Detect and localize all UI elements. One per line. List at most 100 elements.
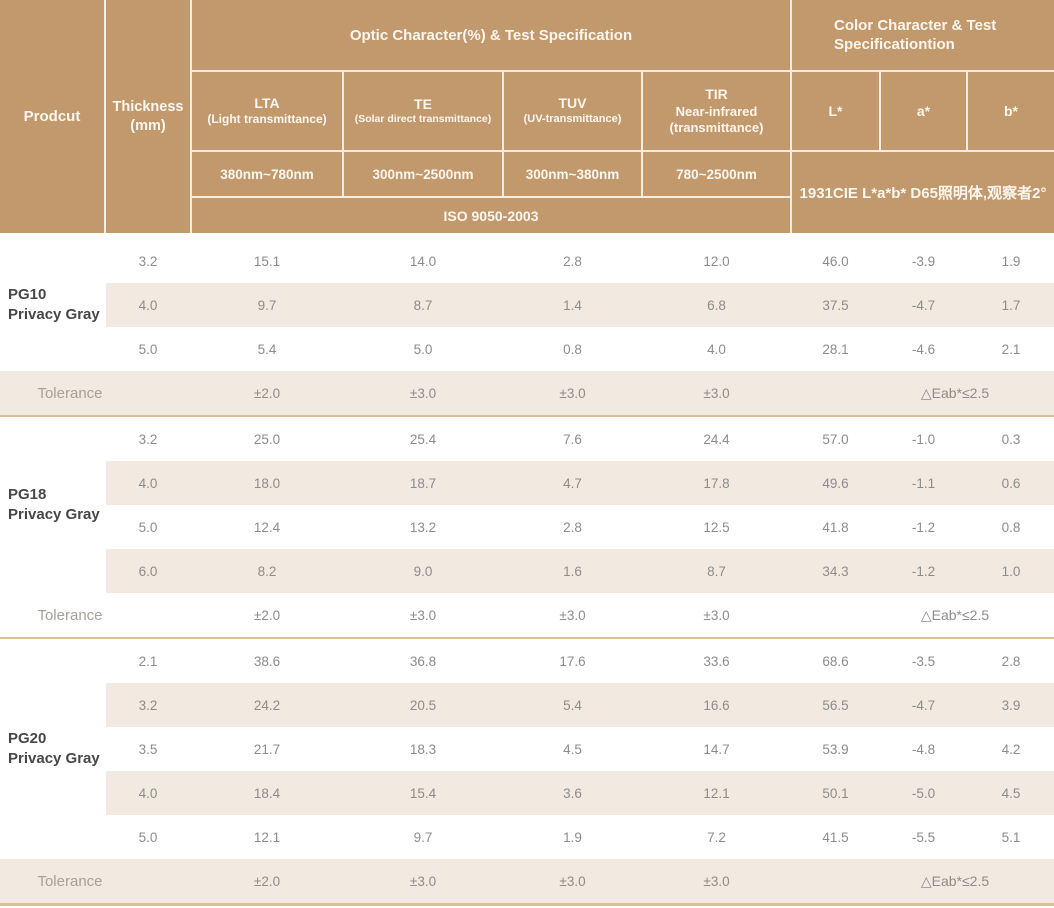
value-cell: 68.6 — [822, 653, 849, 669]
value-cell: 57.0 — [822, 431, 849, 447]
value-cell: 17.8 — [703, 475, 730, 491]
tolerance-value-cell: ±3.0 — [703, 607, 730, 623]
thickness-cell: 5.0 — [138, 519, 158, 535]
value-cell: 1.0 — [1001, 563, 1021, 579]
row-stripe — [106, 771, 1054, 815]
tolerance-value-cell: ±2.0 — [253, 607, 281, 623]
value-cell: 12.4 — [253, 519, 281, 535]
value-cell: -4.8 — [911, 741, 936, 757]
value-cell: 28.1 — [822, 341, 849, 357]
value-cell: 5.4 — [563, 697, 582, 713]
value-cell: -1.0 — [911, 431, 936, 447]
value-cell: 25.0 — [253, 431, 281, 447]
value-cell: 8.2 — [257, 563, 277, 579]
value-cell: 14.0 — [409, 253, 437, 269]
thickness-cell: 4.0 — [138, 475, 158, 491]
tolerance-stripe — [0, 371, 1054, 415]
value-cell: -3.9 — [911, 253, 936, 269]
thickness-cell: 3.2 — [138, 431, 158, 447]
value-cell: 9.0 — [413, 563, 433, 579]
tolerance-label: Tolerance — [37, 872, 103, 890]
product-label: PG20 Privacy Gray — [8, 729, 100, 767]
header-col-lta-subtitle: (Light transmittance) — [207, 112, 327, 127]
value-cell: 24.2 — [253, 697, 281, 713]
value-cell: 8.7 — [707, 563, 726, 579]
value-cell: 1.7 — [1001, 297, 1021, 313]
value-cell: 18.4 — [253, 785, 281, 801]
value-cell: 3.9 — [1001, 697, 1021, 713]
header-col-lta-title: LTA — [254, 94, 280, 111]
row-stripe — [106, 283, 1054, 327]
value-cell: 12.1 — [703, 785, 730, 801]
value-cell: -4.6 — [911, 341, 936, 357]
header-col-te-title: TE — [414, 95, 432, 112]
tolerance-stripe — [0, 859, 1054, 903]
value-cell: 17.6 — [559, 653, 586, 669]
product-group: PG10 Privacy Gray 3.2 15.1 14.0 2.8 12.0 46.0 -… — [0, 239, 1054, 417]
value-cell: -5.0 — [911, 785, 936, 801]
table-header: Prodcut Thickness (mm) Optic Character(%… — [0, 0, 1054, 233]
value-cell: 12.0 — [703, 253, 730, 269]
value-cell: -3.5 — [911, 653, 936, 669]
value-cell: 36.8 — [409, 653, 437, 669]
value-cell: 5.1 — [1001, 829, 1021, 845]
value-cell: 21.7 — [253, 741, 281, 757]
value-cell: 4.0 — [707, 341, 726, 357]
value-cell: 0.6 — [1001, 475, 1021, 491]
color-tolerance-cell: △Eab*≤2.5 — [920, 384, 990, 401]
value-cell: 4.5 — [1001, 785, 1021, 801]
header-col-tuv-title: TUV — [558, 95, 587, 112]
thickness-cell: 2.1 — [138, 653, 158, 669]
tolerance-label: Tolerance — [37, 606, 103, 624]
value-cell: 56.5 — [822, 697, 849, 713]
tolerance-label: Tolerance — [37, 384, 103, 402]
value-cell: -1.1 — [911, 475, 936, 491]
header-cie-standard: 1931CIE L*a*b* D65照明体,观察者2° — [792, 152, 1054, 233]
value-cell: 37.5 — [822, 297, 849, 313]
header-optic-group: Optic Character(%) & Test Specification — [192, 0, 790, 70]
value-cell: 49.6 — [822, 475, 849, 491]
value-cell: 1.9 — [563, 829, 582, 845]
value-cell: -4.7 — [911, 697, 936, 713]
value-cell: 0.3 — [1001, 431, 1021, 447]
row-stripe — [106, 549, 1054, 593]
value-cell: 33.6 — [703, 653, 730, 669]
value-cell: 18.0 — [253, 475, 281, 491]
value-cell: 6.8 — [707, 297, 726, 313]
row-stripe — [106, 461, 1054, 505]
thickness-cell: 3.2 — [138, 697, 158, 713]
value-cell: 1.4 — [563, 297, 582, 313]
value-cell: 8.7 — [413, 297, 433, 313]
value-cell: -1.2 — [911, 563, 936, 579]
value-cell: 9.7 — [413, 829, 433, 845]
header-col-tir: TIR Near-infrared (transmittance) — [643, 72, 790, 150]
header-thickness: Thickness (mm) — [106, 0, 190, 233]
value-cell: 7.2 — [707, 829, 726, 845]
product-group: PG18 Privacy Gray 3.2 25.0 25.4 7.6 24.4 57.0 -… — [0, 417, 1054, 639]
tolerance-value-cell: ±3.0 — [703, 385, 730, 401]
value-cell: -1.2 — [911, 519, 936, 535]
tolerance-value-cell: ±3.0 — [409, 385, 437, 401]
value-cell: 53.9 — [822, 741, 849, 757]
value-cell: 38.6 — [253, 653, 281, 669]
value-cell: 2.8 — [563, 519, 582, 535]
value-cell: 2.8 — [563, 253, 582, 269]
color-tolerance-cell: △Eab*≤2.5 — [920, 872, 990, 889]
value-cell: 25.4 — [409, 431, 437, 447]
thickness-cell: 6.0 — [138, 563, 158, 579]
header-color-group: Color Character & Test Specificationtion — [792, 0, 1054, 70]
header-col-tir-subtitle: Near-infrared (transmittance) — [669, 103, 764, 135]
value-cell: 5.4 — [257, 341, 277, 357]
color-tolerance-cell: △Eab*≤2.5 — [920, 606, 990, 623]
value-cell: 46.0 — [822, 253, 849, 269]
value-cell: 16.6 — [703, 697, 730, 713]
value-cell: 1.6 — [563, 563, 582, 579]
tolerance-value-cell: ±3.0 — [409, 873, 437, 889]
header-iso-standard: ISO 9050-2003 — [192, 198, 790, 233]
row-stripe — [106, 683, 1054, 727]
value-cell: 2.8 — [1001, 653, 1021, 669]
value-cell: 7.6 — [563, 431, 582, 447]
thickness-cell: 5.0 — [138, 829, 158, 845]
value-cell: 24.4 — [703, 431, 730, 447]
value-cell: 14.7 — [703, 741, 730, 757]
